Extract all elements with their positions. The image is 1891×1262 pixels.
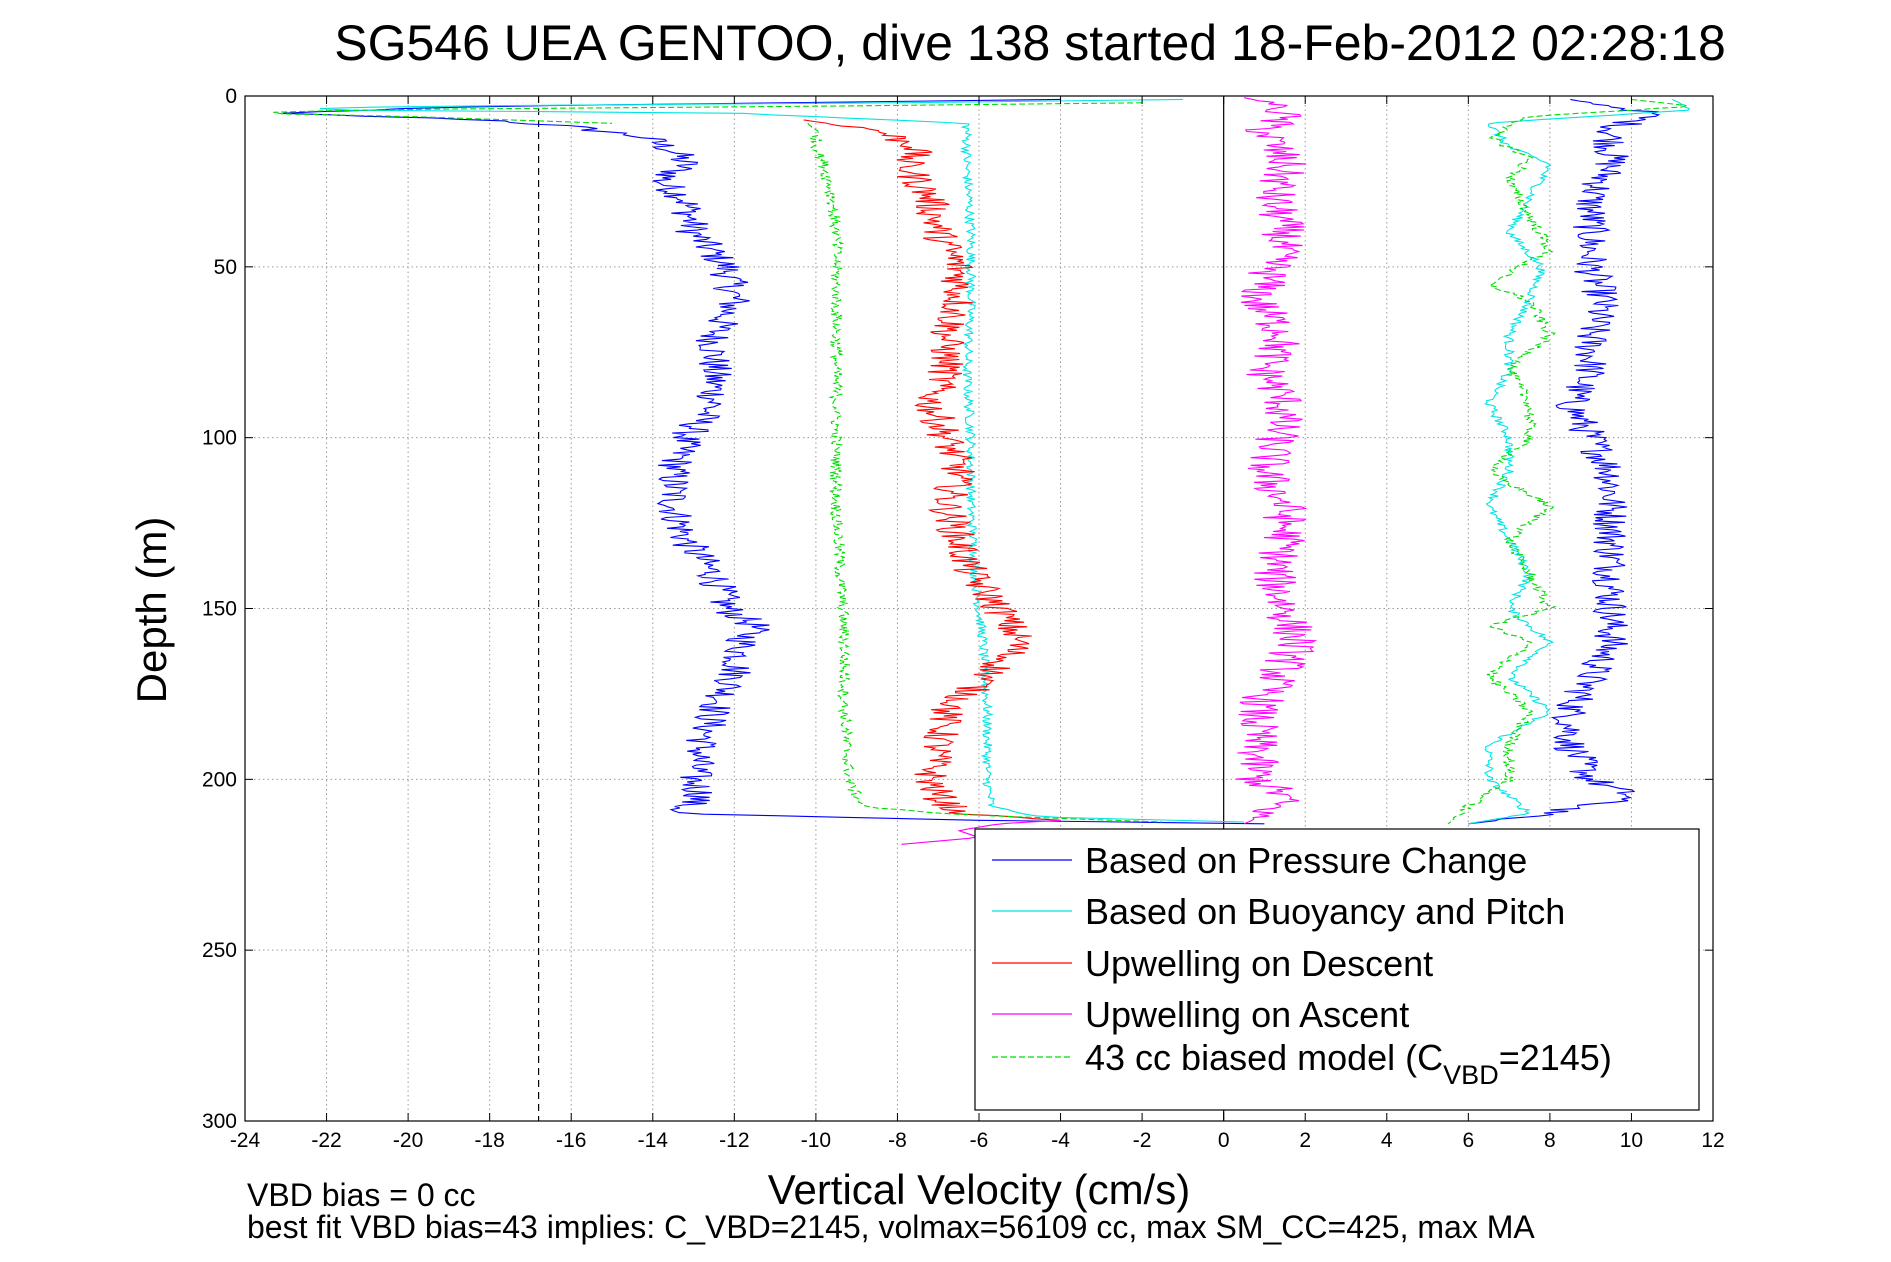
series-line-upwelling-on-ascent: [901, 819, 1061, 845]
y-tick-label: 100: [202, 427, 237, 450]
x-tick-label: 6: [1462, 1129, 1474, 1152]
x-tick-label: -8: [888, 1129, 907, 1152]
series-layer: [273, 97, 1690, 845]
y-tick-label: 50: [214, 256, 237, 279]
y-tick-labels: 0 50 100 150 200 250 300: [202, 85, 237, 1133]
legend-label: Based on Pressure Change: [1085, 840, 1527, 881]
legend-label: Based on Buoyancy and Pitch: [1085, 891, 1565, 932]
y-tick-label: 0: [225, 85, 237, 108]
series-line-based-on-buoyancy-and-pitch: [1468, 98, 1690, 825]
series-line-43-cc-biased-model-cvbd-2145: [273, 102, 1143, 124]
tick-marks: [244, 95, 1714, 1122]
series-line-43-cc-biased-model-cvbd-2145: [807, 122, 1163, 823]
x-tick-labels: -24 -22 -20 -18 -16 -14 -12 -10 -8 -6 -4 -2 0 2 4 6 8 10 1…: [230, 1129, 1725, 1152]
x-tick-label: 4: [1381, 1129, 1393, 1152]
series-line-based-on-pressure-change: [282, 98, 1061, 821]
x-tick-label: -12: [719, 1129, 749, 1152]
chart-title: SG546 UEA GENTOO, dive 138 started 18-Fe…: [334, 15, 1726, 71]
x-tick-label: 0: [1218, 1129, 1230, 1152]
x-tick-label: -2: [1133, 1129, 1152, 1152]
y-tick-label: 150: [202, 598, 237, 621]
legend: Based on Pressure Change Based on Buoyanc…: [974, 828, 1700, 1111]
x-tick-label: -10: [801, 1129, 831, 1152]
x-tick-label: -14: [638, 1129, 669, 1152]
x-tick-label: -22: [311, 1129, 341, 1152]
legend-label: Upwelling on Descent: [1085, 943, 1433, 984]
series-line-based-on-buoyancy-and-pitch: [319, 98, 1245, 823]
y-tick-label: 200: [202, 768, 237, 791]
y-axis-label: Depth (m): [128, 517, 175, 704]
series-line-upwelling-on-ascent: [1235, 97, 1318, 825]
x-tick-label: 12: [1701, 1129, 1724, 1152]
x-tick-label: 10: [1620, 1129, 1643, 1152]
legend-label: Upwelling on Ascent: [1085, 994, 1409, 1035]
x-tick-label: -6: [970, 1129, 989, 1152]
x-tick-label: -24: [230, 1129, 261, 1152]
x-axis-label: Vertical Velocity (cm/s): [768, 1166, 1190, 1213]
series-line-based-on-pressure-change: [1468, 98, 1661, 825]
y-tick-label: 250: [202, 939, 237, 962]
x-tick-label: 2: [1299, 1129, 1311, 1152]
series-line-based-on-pressure-change: [978, 819, 1265, 825]
series-line-43-cc-biased-model-cvbd-2145: [1447, 98, 1686, 825]
y-tick-label: 300: [202, 1110, 237, 1133]
vbd-bias-note: VBD bias = 0 cc: [247, 1177, 476, 1213]
x-tick-label: -20: [393, 1129, 423, 1152]
x-tick-label: 8: [1544, 1129, 1556, 1152]
x-tick-label: -4: [1051, 1129, 1070, 1152]
series-line-upwelling-on-descent: [803, 119, 1061, 821]
best-fit-note: best fit VBD bias=43 implies: C_VBD=2145…: [247, 1209, 1535, 1245]
x-tick-label: -18: [474, 1129, 504, 1152]
x-tick-label: -16: [556, 1129, 586, 1152]
legend-box: [974, 828, 1700, 1111]
